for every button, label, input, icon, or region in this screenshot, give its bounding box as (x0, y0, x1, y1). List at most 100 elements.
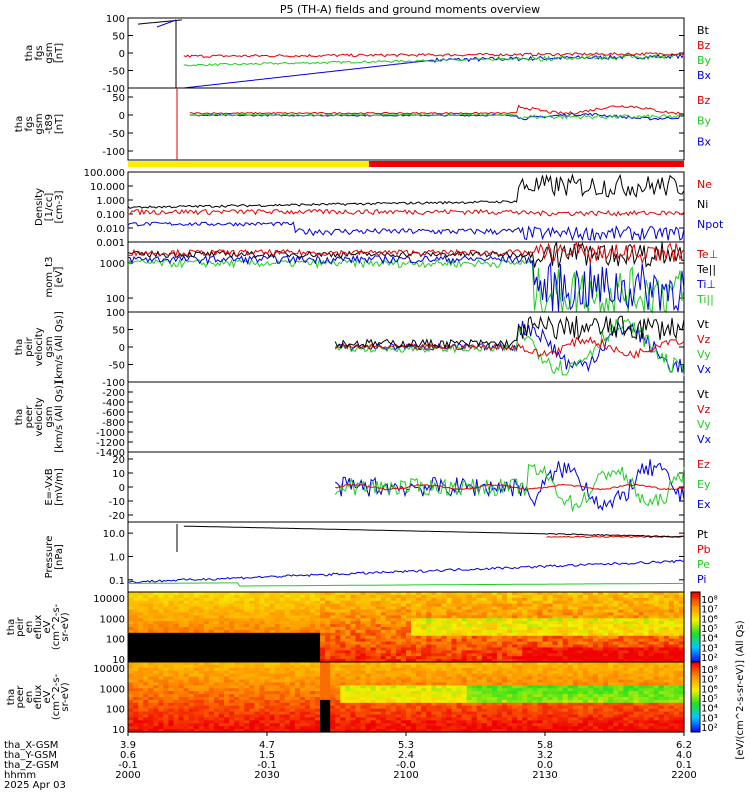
y-tick-label: 0 (119, 111, 125, 122)
heatmap-cell (128, 697, 134, 701)
heatmap-cell (471, 664, 478, 669)
heatmap-cell (315, 708, 321, 713)
heatmap-cell (269, 717, 276, 721)
heatmap-cell (380, 723, 387, 727)
heatmap-cell (486, 650, 493, 654)
heatmap-cell (350, 694, 357, 698)
heatmap-cell (264, 694, 271, 698)
heatmap-cell (244, 667, 250, 672)
heatmap-cell (325, 647, 331, 651)
heatmap-cell (188, 679, 195, 684)
heatmap-cell (461, 682, 468, 686)
heatmap-cell (234, 621, 240, 625)
heatmap-cell (552, 688, 559, 692)
heatmap-cell (557, 705, 564, 710)
heatmap-cell (461, 641, 468, 646)
heatmap-cell (360, 694, 367, 698)
heatmap-cell (471, 726, 478, 730)
heatmap-cell (188, 629, 195, 634)
heatmap-cell (188, 597, 195, 602)
heatmap-cell (648, 632, 655, 637)
heatmap-cell (476, 708, 483, 713)
heatmap-cell (451, 699, 458, 704)
heatmap-cell (229, 594, 235, 599)
heatmap-cell (213, 673, 220, 678)
heatmap-cell (340, 670, 346, 675)
legend-Vx: Vx (697, 363, 712, 376)
heatmap-cell (532, 664, 539, 669)
heatmap-cell (345, 697, 351, 701)
heatmap-cell (400, 711, 407, 716)
heatmap-cell (178, 659, 185, 663)
heatmap-cell (239, 720, 245, 724)
heatmap-cell (365, 685, 372, 689)
heatmap-cell (385, 641, 392, 646)
heatmap-cell (309, 697, 316, 701)
heatmap-cell (193, 673, 200, 678)
heatmap-cell (416, 729, 422, 733)
heatmap-cell (532, 621, 539, 625)
heatmap-cell (259, 697, 266, 701)
heatmap-cell (547, 694, 554, 698)
heatmap-cell (259, 592, 266, 596)
heatmap-cell (572, 647, 579, 651)
heatmap-cell (330, 603, 336, 608)
heatmap-cell (466, 699, 473, 704)
heatmap-cell (148, 708, 154, 713)
heatmap-cell (380, 609, 387, 614)
heatmap-cell (582, 656, 589, 660)
heatmap-cell (355, 682, 362, 686)
heatmap-cell (254, 647, 261, 651)
heatmap-cell (183, 609, 190, 614)
heatmap-cell (400, 653, 407, 657)
heatmap-cell (603, 659, 609, 663)
heatmap-cell (274, 726, 281, 730)
heatmap-cell (330, 635, 336, 640)
heatmap-cell (486, 702, 493, 707)
heatmap-cell (587, 638, 594, 643)
heatmap-cell (532, 609, 539, 614)
heatmap-cell (315, 723, 321, 727)
heatmap-cell (224, 603, 230, 608)
heatmap-cell (456, 662, 463, 666)
heatmap-cell (416, 635, 422, 640)
heatmap-cell (547, 647, 554, 651)
heatmap-cell (183, 714, 190, 719)
heatmap-cell (264, 679, 271, 684)
heatmap-cell (517, 688, 523, 692)
heatmap-cell (224, 659, 230, 663)
heatmap-cell (486, 624, 493, 628)
heatmap-cell (138, 600, 144, 605)
heatmap-cell (486, 694, 493, 698)
y-tick-label: 0.010 (96, 224, 125, 235)
heatmap-cell (224, 714, 230, 719)
heatmap-cell (471, 694, 478, 698)
heatmap-cell (203, 592, 210, 596)
heatmap-cell (537, 603, 544, 608)
heatmap-cell (249, 682, 255, 686)
heatmap-cell (567, 647, 574, 651)
heatmap-cell (148, 679, 154, 684)
heatmap-cell (552, 720, 559, 724)
heatmap-cell (289, 670, 296, 675)
heatmap-cell (143, 705, 149, 710)
heatmap-cell (466, 650, 473, 654)
heatmap-cell (476, 676, 483, 681)
heatmap-cell (203, 629, 210, 634)
heatmap-cell (577, 653, 584, 657)
heatmap-cell (350, 641, 357, 646)
heatmap-cell (461, 597, 468, 602)
heatmap-cell (547, 726, 554, 730)
heatmap-cell (446, 688, 453, 692)
heatmap-cell (208, 699, 215, 704)
heatmap-cell (562, 641, 569, 646)
heatmap-cell (466, 720, 473, 724)
heatmap-cell (168, 603, 175, 608)
heatmap-cell (608, 627, 614, 631)
heatmap-cell (274, 685, 281, 689)
legend-Vz: Vz (697, 403, 711, 416)
heatmap-cell (663, 600, 670, 605)
heatmap-cell (436, 676, 442, 681)
heatmap-cell (153, 609, 159, 614)
heatmap-cell (567, 603, 574, 608)
